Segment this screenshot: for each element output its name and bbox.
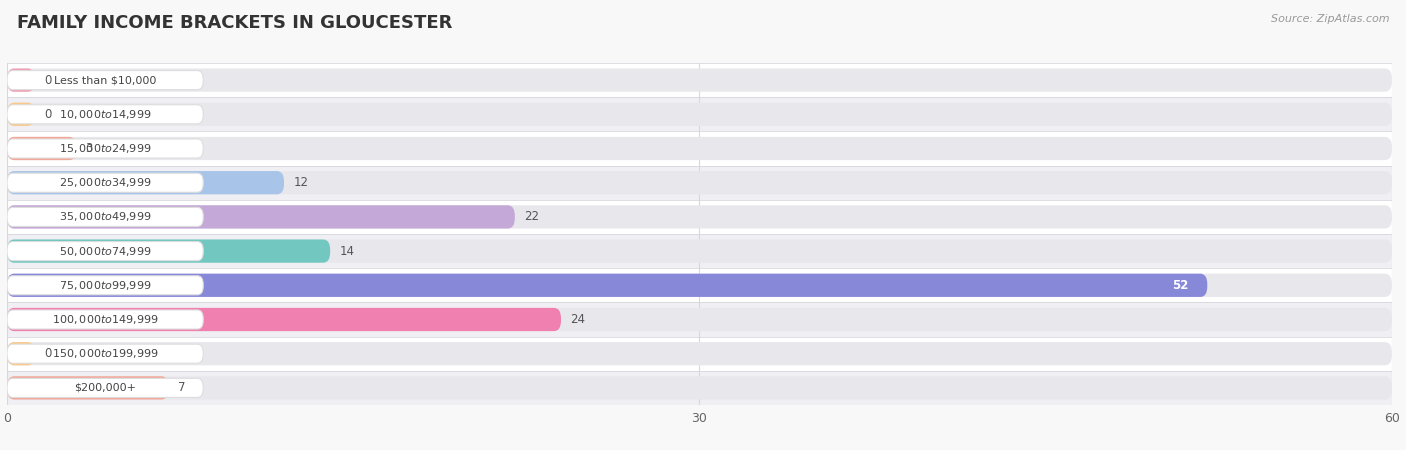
FancyBboxPatch shape: [7, 239, 1392, 263]
FancyBboxPatch shape: [7, 308, 561, 331]
FancyBboxPatch shape: [7, 71, 204, 90]
Text: 22: 22: [524, 211, 538, 223]
Text: 14: 14: [339, 245, 354, 257]
Text: FAMILY INCOME BRACKETS IN GLOUCESTER: FAMILY INCOME BRACKETS IN GLOUCESTER: [17, 14, 453, 32]
Text: $100,000 to $149,999: $100,000 to $149,999: [52, 313, 159, 326]
Text: 7: 7: [177, 382, 186, 394]
Bar: [7, 97, 1392, 131]
FancyBboxPatch shape: [7, 207, 204, 226]
Bar: [7, 234, 1392, 268]
FancyBboxPatch shape: [7, 378, 204, 397]
Text: 12: 12: [294, 176, 308, 189]
FancyBboxPatch shape: [7, 103, 1392, 126]
Bar: [7, 371, 1392, 405]
FancyBboxPatch shape: [7, 171, 284, 194]
FancyBboxPatch shape: [7, 239, 330, 263]
FancyBboxPatch shape: [7, 173, 204, 192]
Text: $10,000 to $14,999: $10,000 to $14,999: [59, 108, 152, 121]
FancyBboxPatch shape: [7, 310, 204, 329]
FancyBboxPatch shape: [7, 276, 204, 295]
FancyBboxPatch shape: [7, 205, 1392, 229]
Bar: [7, 268, 1392, 302]
FancyBboxPatch shape: [7, 342, 1392, 365]
Bar: [7, 337, 1392, 371]
Text: $50,000 to $74,999: $50,000 to $74,999: [59, 245, 152, 257]
FancyBboxPatch shape: [7, 105, 204, 124]
Text: 0: 0: [44, 347, 52, 360]
FancyBboxPatch shape: [7, 274, 1208, 297]
FancyBboxPatch shape: [7, 308, 1392, 331]
Text: 24: 24: [571, 313, 585, 326]
FancyBboxPatch shape: [7, 344, 204, 363]
FancyBboxPatch shape: [7, 171, 1392, 194]
FancyBboxPatch shape: [7, 68, 1392, 92]
Text: 52: 52: [1173, 279, 1189, 292]
FancyBboxPatch shape: [7, 137, 1392, 160]
Text: $200,000+: $200,000+: [75, 383, 136, 393]
Text: Source: ZipAtlas.com: Source: ZipAtlas.com: [1271, 14, 1389, 23]
Text: Less than $10,000: Less than $10,000: [53, 75, 156, 85]
FancyBboxPatch shape: [7, 376, 169, 400]
Text: $75,000 to $99,999: $75,000 to $99,999: [59, 279, 152, 292]
Text: 0: 0: [44, 108, 52, 121]
Text: $35,000 to $49,999: $35,000 to $49,999: [59, 211, 152, 223]
Text: $150,000 to $199,999: $150,000 to $199,999: [52, 347, 159, 360]
Bar: [7, 131, 1392, 166]
FancyBboxPatch shape: [7, 68, 35, 92]
Bar: [7, 166, 1392, 200]
FancyBboxPatch shape: [7, 242, 204, 261]
FancyBboxPatch shape: [7, 205, 515, 229]
Bar: [7, 63, 1392, 97]
Text: $15,000 to $24,999: $15,000 to $24,999: [59, 142, 152, 155]
Text: 3: 3: [86, 142, 93, 155]
Bar: [7, 302, 1392, 337]
FancyBboxPatch shape: [7, 137, 76, 160]
FancyBboxPatch shape: [7, 139, 204, 158]
FancyBboxPatch shape: [7, 103, 35, 126]
FancyBboxPatch shape: [7, 342, 35, 365]
Bar: [7, 200, 1392, 234]
FancyBboxPatch shape: [7, 376, 1392, 400]
Text: 0: 0: [44, 74, 52, 86]
Text: $25,000 to $34,999: $25,000 to $34,999: [59, 176, 152, 189]
FancyBboxPatch shape: [7, 274, 1392, 297]
